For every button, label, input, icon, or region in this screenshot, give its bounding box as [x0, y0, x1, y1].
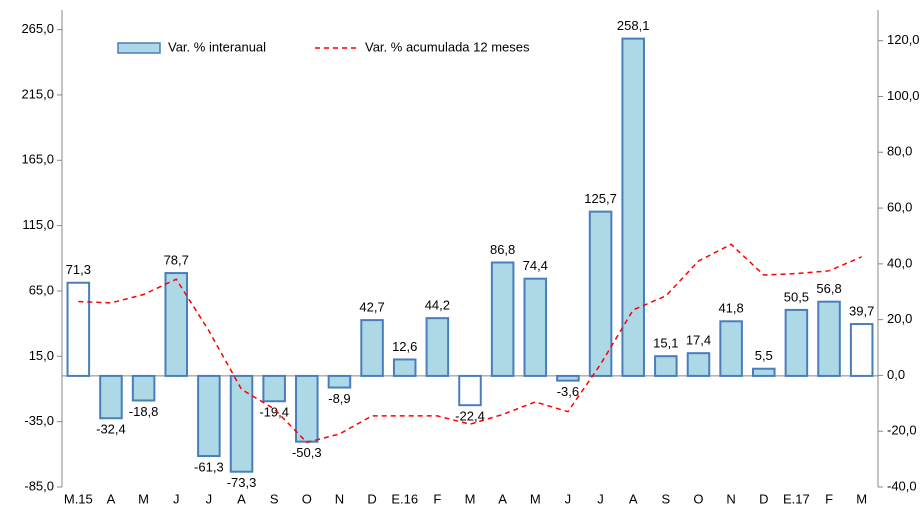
data-label: -18,8 [129, 404, 159, 419]
bar [295, 374, 319, 443]
bar [99, 374, 123, 420]
bar [66, 281, 91, 377]
data-label: 12,6 [392, 339, 417, 354]
data-label: 17,4 [686, 333, 711, 348]
x-tick-label: D [367, 491, 376, 506]
y2-tick-label: -40,0 [887, 478, 917, 493]
data-label: -50,3 [292, 445, 322, 460]
data-label: 258,1 [617, 18, 650, 33]
y2-tick-label: 0,0 [887, 367, 905, 382]
bar [490, 261, 515, 377]
x-tick-label: N [335, 491, 344, 506]
x-tick-label: M [465, 491, 476, 506]
bar [458, 374, 482, 407]
x-tick-label: A [498, 491, 507, 506]
x-tick-label: J [597, 491, 604, 506]
x-tick-label: F [433, 491, 441, 506]
y2-tick-label: -20,0 [887, 423, 917, 438]
bar [197, 374, 221, 458]
legend-swatch [117, 42, 161, 54]
x-tick-label: M [530, 491, 541, 506]
x-tick-label: J [173, 491, 180, 506]
data-label: -8,9 [328, 391, 350, 406]
y2-tick-label: 100,0 [887, 88, 920, 103]
bar [654, 355, 678, 377]
data-label: -61,3 [194, 459, 224, 474]
y2-tick-label: 20,0 [887, 311, 912, 326]
bar [556, 374, 580, 382]
x-tick-label: N [726, 491, 735, 506]
y-tick-label: -35,0 [24, 413, 54, 428]
bar [849, 323, 874, 377]
data-label: 42,7 [359, 300, 384, 315]
data-label: 86,8 [490, 242, 515, 257]
legend-label: Var. % interanual [168, 39, 266, 54]
bar [131, 374, 156, 402]
x-tick-label: M [856, 491, 867, 506]
data-label: 44,2 [425, 298, 450, 313]
bar [327, 374, 352, 389]
bar [588, 210, 613, 377]
x-tick-label: A [107, 491, 116, 506]
y-tick-label: 165,0 [21, 152, 54, 167]
x-tick-label: F [825, 491, 833, 506]
data-label: 39,7 [849, 303, 874, 318]
y-tick-label: 215,0 [21, 86, 54, 101]
data-label: 50,5 [784, 289, 809, 304]
x-tick-label: A [629, 491, 638, 506]
bar [784, 308, 809, 377]
x-tick-label: D [759, 491, 768, 506]
bar [686, 352, 711, 377]
data-label: 71,3 [66, 262, 91, 277]
bar [392, 358, 417, 377]
bar [229, 374, 254, 473]
y-tick-label: 65,0 [29, 282, 54, 297]
line [78, 243, 862, 444]
x-tick-label: E.16 [391, 491, 418, 506]
data-label: -22,4 [455, 409, 485, 424]
x-tick-label: S [662, 491, 671, 506]
y2-tick-label: 120,0 [887, 32, 920, 47]
x-tick-label: S [270, 491, 279, 506]
y-tick-label: 115,0 [22, 217, 54, 232]
x-tick-label: O [302, 491, 312, 506]
x-tick-label: M.15 [64, 491, 93, 506]
x-tick-label: O [693, 491, 703, 506]
data-label: 78,7 [164, 253, 189, 268]
data-label: 125,7 [584, 191, 617, 206]
bar [523, 277, 548, 377]
legend-label: Var. % acumulada 12 meses [365, 39, 530, 54]
x-tick-label: M [138, 491, 149, 506]
bar [621, 37, 645, 377]
bar [751, 367, 776, 377]
x-tick-label: J [206, 491, 213, 506]
x-tick-label: E.17 [783, 491, 810, 506]
bar [262, 374, 286, 403]
y-tick-label: 265,0 [21, 21, 54, 36]
bar [817, 300, 841, 377]
y2-tick-label: 40,0 [887, 255, 912, 270]
data-label: -19,4 [259, 405, 289, 420]
data-label: -32,4 [96, 422, 126, 437]
bar [719, 320, 743, 377]
bar [164, 272, 189, 377]
x-tick-label: A [237, 491, 246, 506]
y-tick-label: -85,0 [24, 478, 54, 493]
data-label: 5,5 [755, 348, 773, 363]
data-label: 41,8 [718, 301, 743, 316]
y2-tick-label: 60,0 [887, 199, 912, 214]
data-label: -3,6 [557, 384, 579, 399]
data-label: 56,8 [816, 281, 841, 296]
bar [425, 317, 450, 377]
data-label: -73,3 [227, 475, 257, 490]
bar [360, 319, 384, 377]
data-label: 15,1 [653, 336, 678, 351]
y2-tick-label: 80,0 [887, 144, 912, 159]
data-label: 74,4 [523, 258, 548, 273]
y-tick-label: 15,0 [29, 348, 54, 363]
x-tick-label: J [565, 491, 572, 506]
